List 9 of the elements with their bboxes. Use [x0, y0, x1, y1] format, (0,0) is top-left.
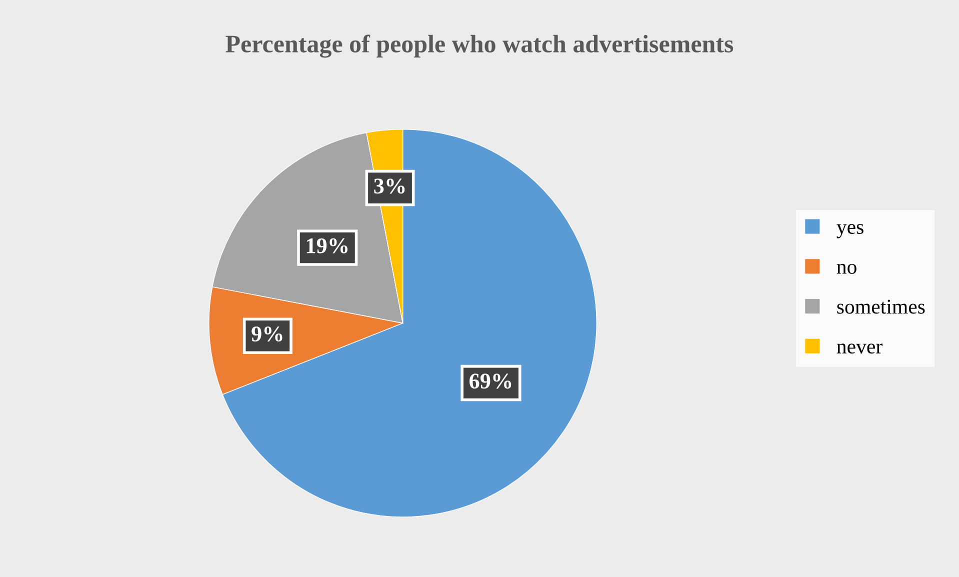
legend-label: no: [836, 264, 856, 274]
legend-label: sometimes: [837, 300, 925, 314]
legend-label: never: [836, 344, 882, 354]
legend-label: yes: [836, 224, 864, 238]
data-label: 9%: [252, 326, 282, 342]
chart-title: Percentage of people who watch advertisements: [226, 34, 734, 58]
data-label: 3%: [374, 178, 405, 194]
data-label: 19%: [306, 238, 348, 254]
data-label: 69%: [470, 374, 512, 389]
